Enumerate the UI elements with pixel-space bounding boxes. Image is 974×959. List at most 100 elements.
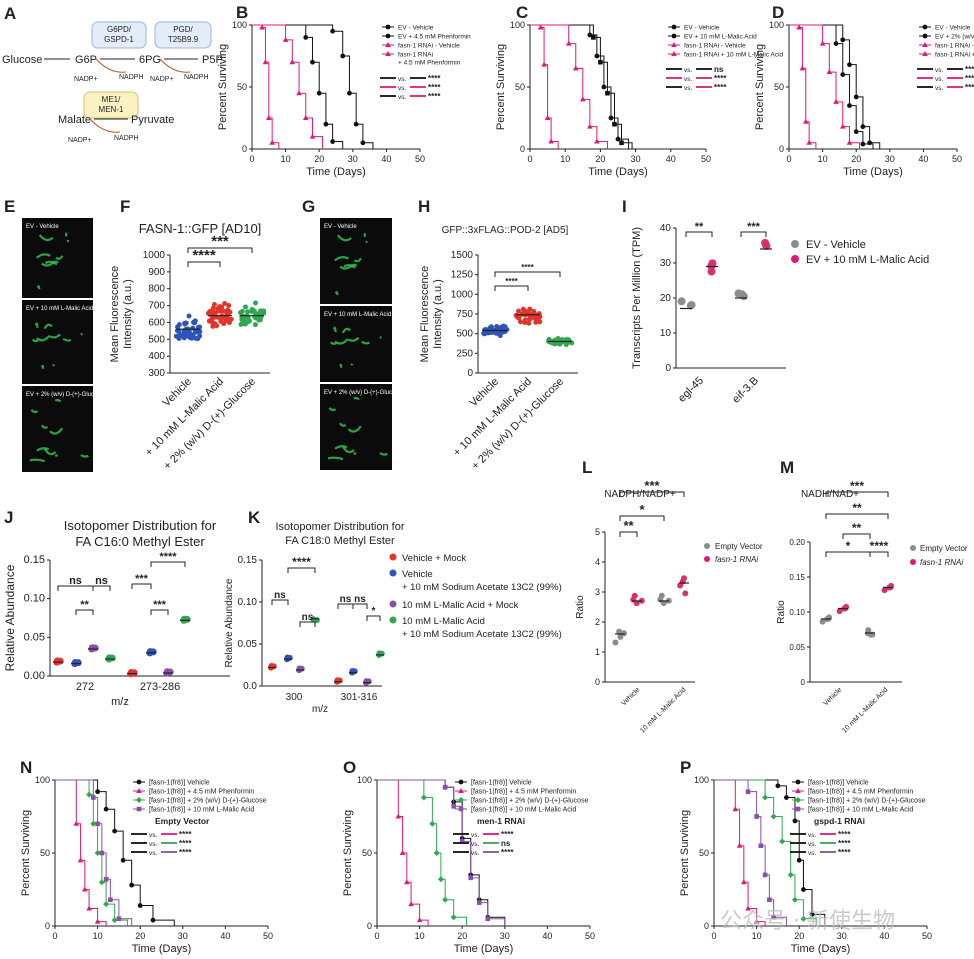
- significance-label: ns: [95, 575, 108, 587]
- worm-signal: [334, 255, 349, 262]
- micrograph-g-caption-1: EV - Vehicle: [324, 224, 357, 230]
- legend-marker: [136, 806, 142, 812]
- x-tick-label: 0: [527, 154, 532, 164]
- panel-label-n: N: [20, 758, 32, 777]
- dot-vehicle: [186, 328, 192, 334]
- y-tick-label: 1000: [143, 250, 166, 261]
- survival-point: [112, 828, 118, 834]
- dot-malic: [526, 320, 532, 326]
- dot-series-0: [658, 592, 665, 599]
- legend-marker: [458, 788, 464, 793]
- dot-series-3: [108, 654, 116, 662]
- dot-glucose: [251, 309, 257, 315]
- x-tick-label: 10: [281, 154, 291, 164]
- significance-bracket: [150, 561, 186, 567]
- worm-signal: [55, 255, 64, 260]
- y-tick-label: 40: [660, 223, 672, 234]
- survival-point: [86, 791, 93, 798]
- y-tick-label: 1: [595, 647, 600, 657]
- dot-malic: [529, 313, 535, 319]
- y-axis-label: Percent Surviving: [679, 810, 691, 896]
- survival-point: [429, 820, 436, 827]
- survival-point: [416, 917, 423, 923]
- dot-series-0: [865, 627, 872, 634]
- legend-m-fasn: fasn-1 RNAi: [920, 558, 963, 567]
- worm-signal: [36, 285, 41, 290]
- stat-significance: ****: [428, 92, 441, 101]
- stat-significance: ****: [838, 839, 851, 848]
- y-tick-label: 50: [774, 82, 784, 92]
- survival-point: [753, 918, 760, 924]
- significance-label: ***: [850, 479, 864, 493]
- worm-signal: [54, 398, 62, 403]
- stat-significance: ****: [838, 830, 851, 839]
- stat-vs: vs.: [149, 832, 158, 839]
- legend-entry: [fasn-1(fr8)] Vehicle: [471, 780, 532, 787]
- y-tick-label: 300: [148, 368, 165, 379]
- survival-point: [762, 872, 768, 878]
- y-tick-label: 2: [595, 617, 600, 627]
- significance-bracket: [869, 551, 889, 557]
- stat-vs: vs.: [808, 832, 817, 839]
- panel-label-j: J: [4, 508, 13, 527]
- significance-label: ns: [354, 594, 366, 605]
- x-tick-label: 10: [560, 154, 570, 164]
- x-tick-label: 20: [135, 931, 145, 941]
- g6pd-label-2: GSPD-1: [104, 35, 134, 44]
- cofactor-arrow-2: [159, 58, 191, 73]
- legend-marker: [922, 33, 928, 39]
- significance-bracket: [187, 247, 253, 253]
- malate-node: Malate: [58, 114, 91, 126]
- survival-point: [437, 876, 444, 883]
- dot-glucose: [242, 304, 248, 310]
- y-tick-label: 0: [242, 144, 247, 154]
- x-tick-label: 20: [457, 931, 467, 941]
- category-label: 10 mM L-Malic Acid: [841, 686, 889, 734]
- survival-point: [741, 879, 747, 885]
- y-tick-label: 400: [148, 351, 165, 362]
- survival-point: [833, 98, 839, 104]
- survival-point: [111, 917, 118, 924]
- survival-point: [587, 123, 593, 129]
- dot-malic: [518, 319, 524, 325]
- nadph-label-2: NADPH: [184, 74, 209, 81]
- panel-label-l: L: [582, 458, 592, 477]
- worm-signal: [342, 446, 355, 454]
- group-label: 272: [76, 681, 94, 693]
- group-label: 301-316: [341, 692, 378, 703]
- y-axis-label: Percent Surviving: [20, 810, 32, 896]
- survival-point: [442, 896, 449, 903]
- y-axis-label: Mean Fluorescence: [419, 266, 431, 363]
- legend-marker: [136, 779, 142, 785]
- worm-signal: [334, 445, 348, 450]
- survival-point: [537, 24, 544, 30]
- group-label: 300: [286, 692, 303, 703]
- legend-marker: [922, 42, 928, 47]
- significance-label: ns: [274, 590, 286, 601]
- survival-point: [340, 53, 346, 59]
- y-tick-label: 0: [520, 144, 525, 154]
- stat-significance: ****: [179, 848, 192, 857]
- survival-point: [459, 839, 465, 844]
- legend-i-marker-malic: [791, 255, 799, 263]
- worm-signal: [379, 452, 388, 456]
- survival-point: [91, 795, 96, 800]
- x-tick-label: 0: [52, 931, 57, 941]
- y-axis-label: Percent Surviving: [342, 810, 354, 896]
- legend-entry: [fasn-1(fr8)] + 10 mM L-Malic Acid: [471, 807, 576, 814]
- survival-point: [94, 850, 101, 856]
- y-tick-label: 100: [510, 20, 525, 30]
- legend-marker: [795, 797, 801, 803]
- x-tick-label: 50: [922, 931, 932, 941]
- x-axis-label: Time (Days): [588, 166, 647, 178]
- dot-malic: [708, 259, 717, 268]
- dot-series-3: [183, 615, 191, 623]
- survival-point: [450, 914, 457, 921]
- survival-point: [468, 875, 474, 881]
- survival-curve-3: [530, 24, 559, 149]
- worm-signal: [36, 447, 50, 452]
- survival-panel-n: N 0 50 100 0 10 20 30 40 50 Time (Days) Percent Sur…: [20, 758, 273, 955]
- pgd-enzyme-box: [154, 21, 212, 49]
- legend-entry: fasn-1 RNAi: [398, 52, 433, 59]
